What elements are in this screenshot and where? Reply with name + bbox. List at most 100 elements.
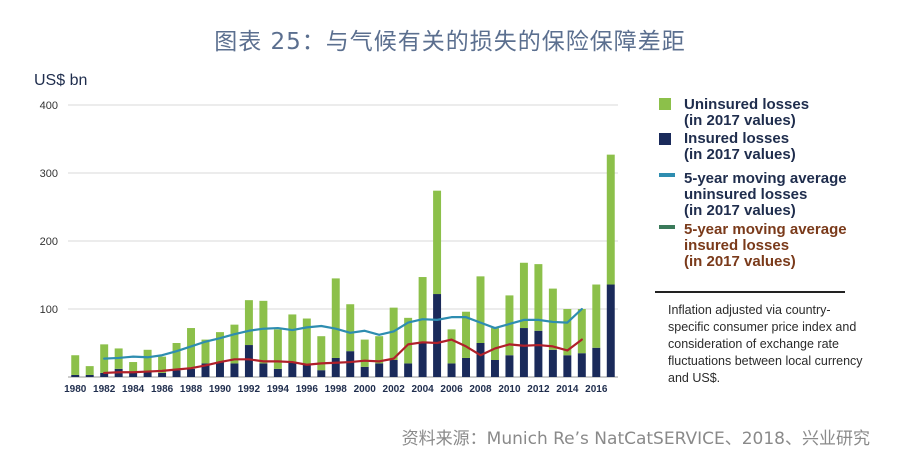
bar-uninsured	[592, 284, 601, 348]
source-note: 资料来源：Munich Re’s NatCatSERVICE、2018、兴业研究	[401, 429, 870, 449]
bar-insured	[230, 363, 239, 377]
bar-uninsured	[187, 328, 196, 369]
x-tick-label: 2016	[585, 384, 608, 395]
bar-uninsured	[577, 309, 586, 354]
bar-uninsured	[273, 329, 282, 369]
bar-uninsured	[331, 278, 340, 358]
bar-uninsured	[447, 329, 456, 364]
bar-insured	[563, 355, 572, 377]
x-tick-label: 2000	[354, 384, 377, 395]
x-tick-label: 1998	[325, 384, 348, 395]
bar-insured	[519, 328, 528, 377]
y-tick-label: 300	[40, 168, 58, 180]
legend-label-avg-uninsured: 5-year moving average uninsured losses (…	[684, 170, 847, 219]
x-tick-label: 2014	[556, 384, 579, 395]
bar-uninsured	[288, 314, 297, 363]
legend-label-insured: Insured losses (in 2017 values)	[684, 130, 796, 163]
bar-insured	[360, 366, 369, 377]
chart-title: 图表 25：与气候有关的损失的保险保障差距	[214, 29, 686, 55]
legend-divider	[655, 291, 845, 293]
bar-uninsured	[433, 190, 442, 295]
bar-insured	[158, 372, 167, 377]
bar-uninsured	[563, 309, 572, 356]
bar-insured	[577, 353, 586, 377]
bar-uninsured	[230, 324, 239, 364]
bar-insured	[476, 343, 485, 377]
bar-insured	[418, 341, 427, 377]
x-tick-label: 1992	[238, 384, 261, 395]
bar-uninsured	[519, 262, 528, 329]
bar-insured	[490, 360, 499, 377]
bar-insured	[187, 368, 196, 377]
avg-insured-line-icon	[659, 225, 675, 229]
bar-insured	[592, 347, 601, 377]
y-axis-unit-label: US$ bn	[34, 72, 88, 89]
bar-uninsured	[215, 332, 224, 363]
legend-label-uninsured: Uninsured losses (in 2017 values)	[684, 96, 810, 129]
bar-insured	[244, 345, 253, 377]
bar-insured	[71, 374, 80, 377]
bar-uninsured	[158, 356, 167, 373]
x-tick-label: 2012	[527, 384, 550, 395]
x-tick-label: 1996	[296, 384, 319, 395]
bar-insured	[548, 349, 557, 377]
bar-uninsured	[490, 328, 499, 360]
bar-insured	[215, 362, 224, 377]
bar-uninsured	[129, 362, 138, 372]
insured-swatch-icon	[659, 133, 671, 145]
y-tick-label: 400	[40, 100, 58, 112]
bar-uninsured	[259, 300, 268, 364]
y-tick-label: 100	[40, 304, 58, 316]
bar-insured	[404, 363, 413, 377]
bar-insured	[100, 372, 109, 377]
bar-insured	[447, 363, 456, 377]
x-tick-label: 2004	[411, 384, 434, 395]
bar-uninsured	[360, 339, 369, 367]
x-tick-label: 1982	[93, 384, 116, 395]
avg-uninsured-line-icon	[659, 173, 675, 177]
bar-uninsured	[71, 355, 80, 375]
bar-uninsured	[302, 318, 311, 365]
bar-insured	[462, 357, 471, 377]
x-tick-label: 1988	[180, 384, 203, 395]
bar-insured	[85, 374, 94, 377]
bar-uninsured	[476, 276, 485, 343]
bar-uninsured	[548, 288, 557, 350]
bar-insured	[375, 363, 384, 377]
line-avg-uninsured	[103, 307, 583, 360]
inflation-note: Inflation adjusted via country-specific …	[668, 303, 863, 385]
bar-insured	[346, 351, 355, 377]
bar-insured	[505, 355, 514, 377]
bar-uninsured	[389, 307, 398, 360]
x-tick-label: 1986	[151, 384, 174, 395]
bar-insured	[302, 364, 311, 377]
uninsured-swatch-icon	[659, 98, 671, 110]
legend-label-avg-insured: 5-year moving average insured losses (in…	[684, 221, 847, 270]
bar-insured	[273, 368, 282, 377]
bar-uninsured	[244, 300, 253, 346]
bar-insured	[433, 294, 442, 377]
bar-insured	[172, 370, 181, 377]
bar-insured	[259, 363, 268, 377]
x-tick-label: 2010	[498, 384, 521, 395]
bar-uninsured	[606, 154, 615, 285]
bar-uninsured	[85, 366, 94, 375]
bar-uninsured	[346, 304, 355, 352]
x-tick-label: 1990	[209, 384, 232, 395]
bar-uninsured	[172, 343, 181, 371]
bar-insured	[201, 363, 210, 377]
x-tick-label: 1994	[267, 384, 290, 395]
bar-uninsured	[143, 349, 152, 372]
x-tick-label: 2002	[383, 384, 406, 395]
bar-insured	[534, 330, 543, 377]
bar-insured	[129, 371, 138, 377]
bar-insured	[331, 357, 340, 377]
bar-uninsured	[317, 336, 326, 371]
bar-uninsured	[505, 295, 514, 356]
bar-uninsured	[462, 311, 471, 358]
bar-insured	[606, 284, 615, 377]
y-tick-label: 200	[40, 236, 58, 248]
bar-uninsured	[201, 339, 210, 364]
bar-uninsured	[418, 277, 427, 342]
